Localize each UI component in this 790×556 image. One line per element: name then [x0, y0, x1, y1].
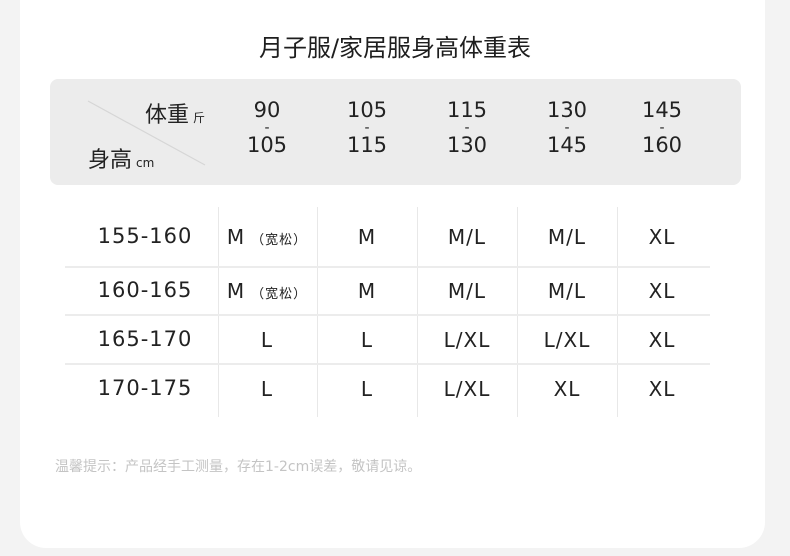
size-value: M	[357, 279, 377, 303]
weight-from: 105	[346, 98, 388, 122]
size-value: M/L	[547, 279, 587, 303]
weight-to: 105	[246, 133, 288, 157]
row-divider	[65, 266, 710, 268]
weight-column-header: 105-115	[317, 100, 417, 156]
size-cell: M	[317, 225, 417, 249]
size-cell: L	[317, 328, 417, 352]
size-cell: M （宽松）	[217, 279, 317, 303]
height-label: 身高 cm	[88, 142, 154, 174]
size-value: M/L	[447, 279, 487, 303]
weight-column-header: 115-130	[417, 100, 517, 156]
column-divider	[417, 207, 418, 417]
weight-sep: -	[464, 120, 470, 136]
column-divider	[218, 207, 219, 417]
size-value: XL	[648, 377, 676, 401]
weight-from: 115	[446, 98, 488, 122]
size-cell: XL	[612, 377, 712, 401]
weight-from: 90	[253, 98, 281, 122]
size-value: L	[260, 328, 274, 352]
measurement-note: 温馨提示：产品经手工测量，存在1-2cm误差，敬请见谅。	[55, 459, 422, 475]
size-value: L	[360, 377, 374, 401]
height-unit: cm	[136, 156, 155, 170]
weight-from: 130	[546, 98, 588, 122]
weight-label-text: 体重	[145, 103, 190, 128]
weight-to: 160	[641, 133, 683, 157]
size-value: M/L	[547, 225, 587, 249]
size-cell: L	[217, 377, 317, 401]
column-divider	[517, 207, 518, 417]
weight-to: 145	[546, 133, 588, 157]
height-row-label: 165-170	[97, 327, 193, 351]
size-cell: XL	[612, 279, 712, 303]
size-value: M/L	[447, 225, 487, 249]
size-value: L	[260, 377, 274, 401]
column-divider	[617, 207, 618, 417]
weight-sep: -	[264, 120, 270, 136]
size-value: XL	[648, 328, 676, 352]
weight-column-header: 145-160	[612, 100, 712, 156]
size-value: L/XL	[443, 328, 491, 352]
size-value: M	[357, 225, 377, 249]
size-value: L/XL	[543, 328, 591, 352]
weight-sep: -	[564, 120, 570, 136]
row-divider	[65, 314, 710, 316]
size-value: XL	[553, 377, 581, 401]
weight-sep: -	[364, 120, 370, 136]
page-title: 月子服/家居服身高体重表	[258, 34, 532, 62]
size-value: L/XL	[443, 377, 491, 401]
weight-sep: -	[659, 120, 665, 136]
weight-to: 115	[346, 133, 388, 157]
size-cell: M/L	[417, 225, 517, 249]
row-divider	[65, 363, 710, 365]
table-header	[50, 79, 741, 185]
weight-to: 130	[446, 133, 488, 157]
weight-from: 145	[641, 98, 683, 122]
height-row-label: 155-160	[97, 224, 193, 248]
size-note: （宽松）	[251, 233, 308, 248]
size-cell: L/XL	[417, 328, 517, 352]
size-cell: XL	[612, 225, 712, 249]
size-cell: M/L	[517, 225, 617, 249]
size-cell: M/L	[517, 279, 617, 303]
diagonal-divider	[87, 100, 206, 166]
size-value: M	[226, 225, 246, 249]
size-value: XL	[648, 279, 676, 303]
size-cell: L	[217, 328, 317, 352]
size-cell: M	[317, 279, 417, 303]
height-label-text: 身高	[88, 148, 133, 173]
size-cell: XL	[517, 377, 617, 401]
weight-label: 体重斤	[145, 97, 205, 129]
size-value: XL	[648, 225, 676, 249]
height-row-label: 170-175	[97, 376, 193, 400]
size-note: （宽松）	[251, 287, 308, 302]
size-cell: L/XL	[417, 377, 517, 401]
height-row-label: 160-165	[97, 278, 193, 302]
size-value: L	[360, 328, 374, 352]
column-divider	[317, 207, 318, 417]
size-cell: M/L	[417, 279, 517, 303]
size-cell: XL	[612, 328, 712, 352]
size-value: M	[226, 279, 246, 303]
weight-unit: 斤	[193, 111, 206, 125]
size-cell: L	[317, 377, 417, 401]
weight-column-header: 90-105	[217, 100, 317, 156]
size-cell: M （宽松）	[217, 225, 317, 249]
size-cell: L/XL	[517, 328, 617, 352]
weight-column-header: 130-145	[517, 100, 617, 156]
